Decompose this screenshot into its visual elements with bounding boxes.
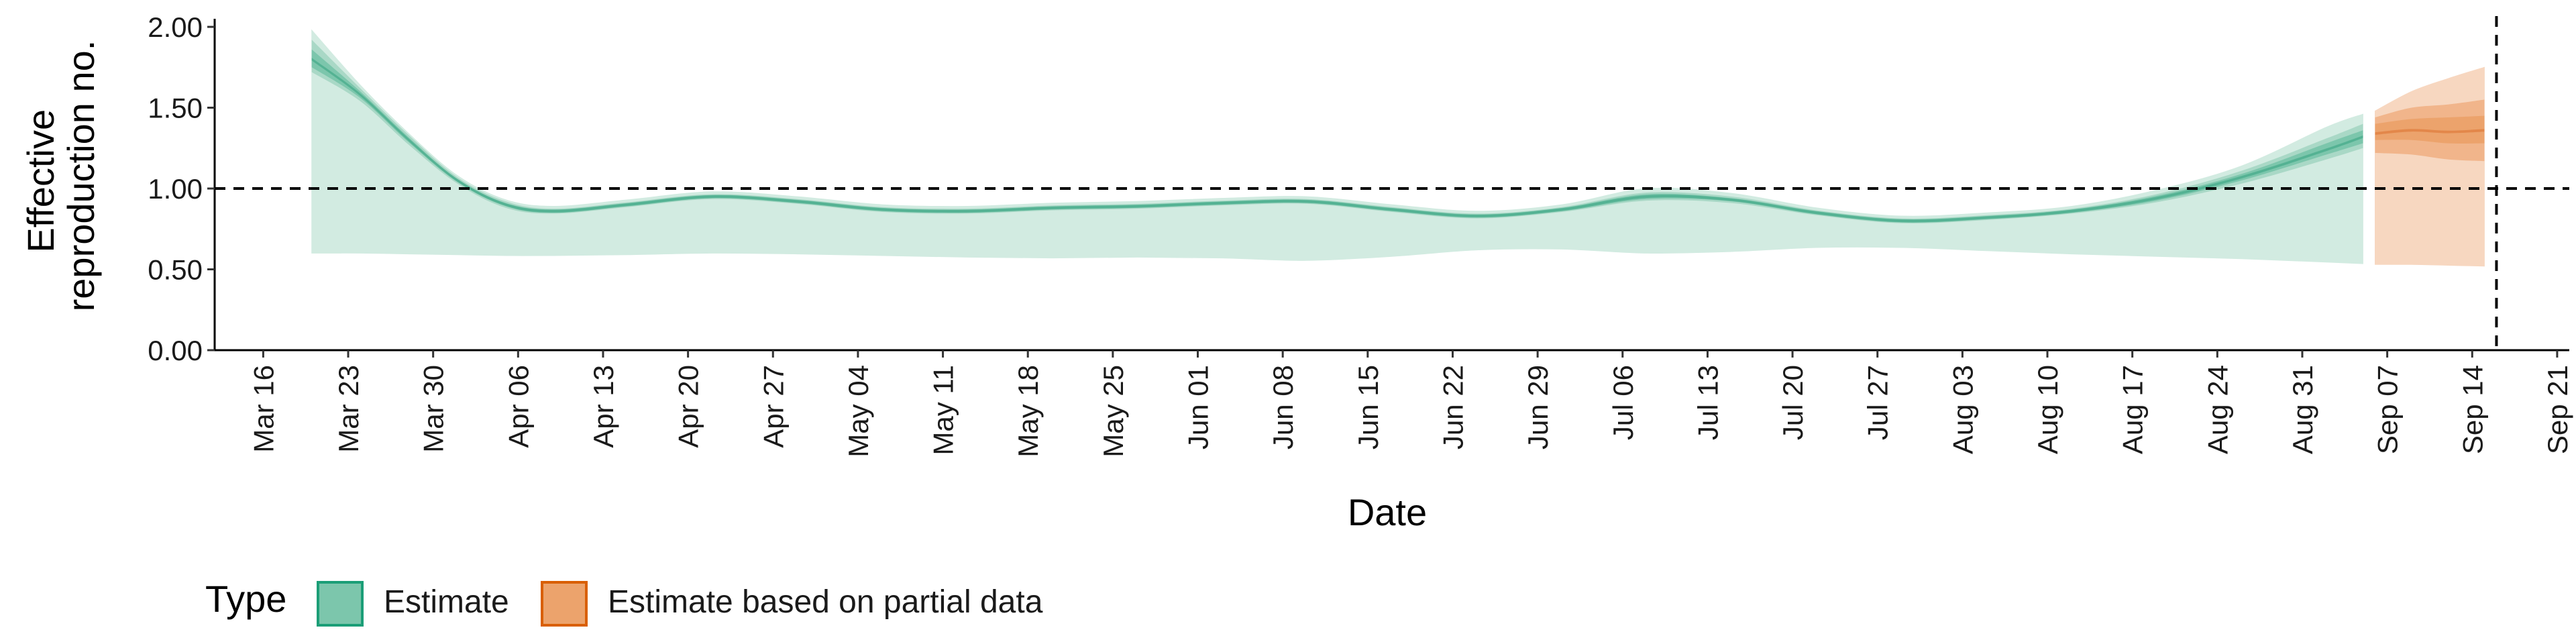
x-tick-label-21: Aug 10 <box>2032 365 2063 454</box>
legend-title: Type <box>205 578 286 620</box>
x-tick-label-24: Aug 31 <box>2287 365 2318 454</box>
y-axis-title-line-1: Effective <box>19 109 62 253</box>
y-axis-title-line-2: reproduction no. <box>60 40 102 312</box>
legend: Type Estimate Estimate based on partial da… <box>205 578 1043 627</box>
legend-label-0: Estimate <box>384 584 509 620</box>
x-tick-label-18: Jul 20 <box>1777 365 1809 440</box>
y-tick-label-1: 0.50 <box>148 254 203 286</box>
x-tick-label-23: Aug 24 <box>2202 365 2233 454</box>
y-tick-label-2: 1.00 <box>148 173 203 205</box>
x-tick-label-10: May 25 <box>1097 365 1129 458</box>
x-tick-label-27: Sep 21 <box>2542 365 2573 454</box>
x-tick-label-12: Jun 08 <box>1267 365 1299 449</box>
series-0-median-band <box>311 58 2363 223</box>
x-tick-label-8: May 11 <box>928 365 959 455</box>
legend-key-1 <box>541 581 588 627</box>
y-tick-label-3: 1.50 <box>148 93 203 124</box>
series-0 <box>311 29 2363 264</box>
y-tick-label-4: 2.00 <box>148 11 203 43</box>
series-0-mid-band <box>311 40 2363 224</box>
x-tick-label-22: Aug 17 <box>2117 365 2149 454</box>
series-1-outer-band <box>2375 66 2485 267</box>
x-tick-label-6: Apr 27 <box>757 365 789 448</box>
series-0-outer-band <box>311 29 2363 264</box>
x-tick-label-17: Jul 13 <box>1692 365 1723 440</box>
x-tick-label-0: Mar 16 <box>248 365 279 453</box>
x-tick-label-9: May 18 <box>1012 365 1044 458</box>
x-tick-label-25: Sep 07 <box>2372 365 2404 454</box>
x-tick-label-1: Mar 23 <box>333 365 364 453</box>
x-tick-label-11: Jun 01 <box>1183 365 1214 449</box>
x-tick-label-20: Aug 03 <box>1947 365 1978 454</box>
y-tick-label-0: 0.00 <box>148 335 203 366</box>
x-tick-label-13: Jun 15 <box>1352 365 1384 449</box>
x-tick-label-14: Jun 22 <box>1438 365 1469 449</box>
series-0-inner-band <box>311 49 2363 223</box>
x-tick-label-16: Jul 06 <box>1607 365 1639 440</box>
series-1-inner-band <box>2375 115 2485 144</box>
x-tick-label-19: Jul 27 <box>1862 365 1894 440</box>
series-1 <box>2375 66 2485 267</box>
reference-lines <box>215 16 2569 350</box>
x-axis-title: Date <box>1348 491 1427 533</box>
x-tick-label-3: Apr 06 <box>502 365 534 448</box>
legend-label-1: Estimate based on partial data <box>608 584 1043 620</box>
x-tick-label-5: Apr 20 <box>673 365 704 448</box>
uncertainty-bands <box>311 29 2485 267</box>
x-tick-label-15: Jun 29 <box>1522 365 1554 449</box>
y-axis-title: Effective reproduction no. <box>19 40 102 312</box>
x-tick-label-26: Sep 14 <box>2457 365 2488 454</box>
series-1-median-band <box>2375 129 2485 135</box>
axes: 0.00 0.50 1.00 1.50 2.00 Mar 16 Mar 23 Mar 30 Ap… <box>148 11 2573 458</box>
x-tick-label-4: Apr 13 <box>588 365 619 448</box>
legend-key-0 <box>317 581 364 627</box>
x-tick-label-7: May 04 <box>843 365 874 458</box>
x-tick-label-2: Mar 30 <box>418 365 449 453</box>
